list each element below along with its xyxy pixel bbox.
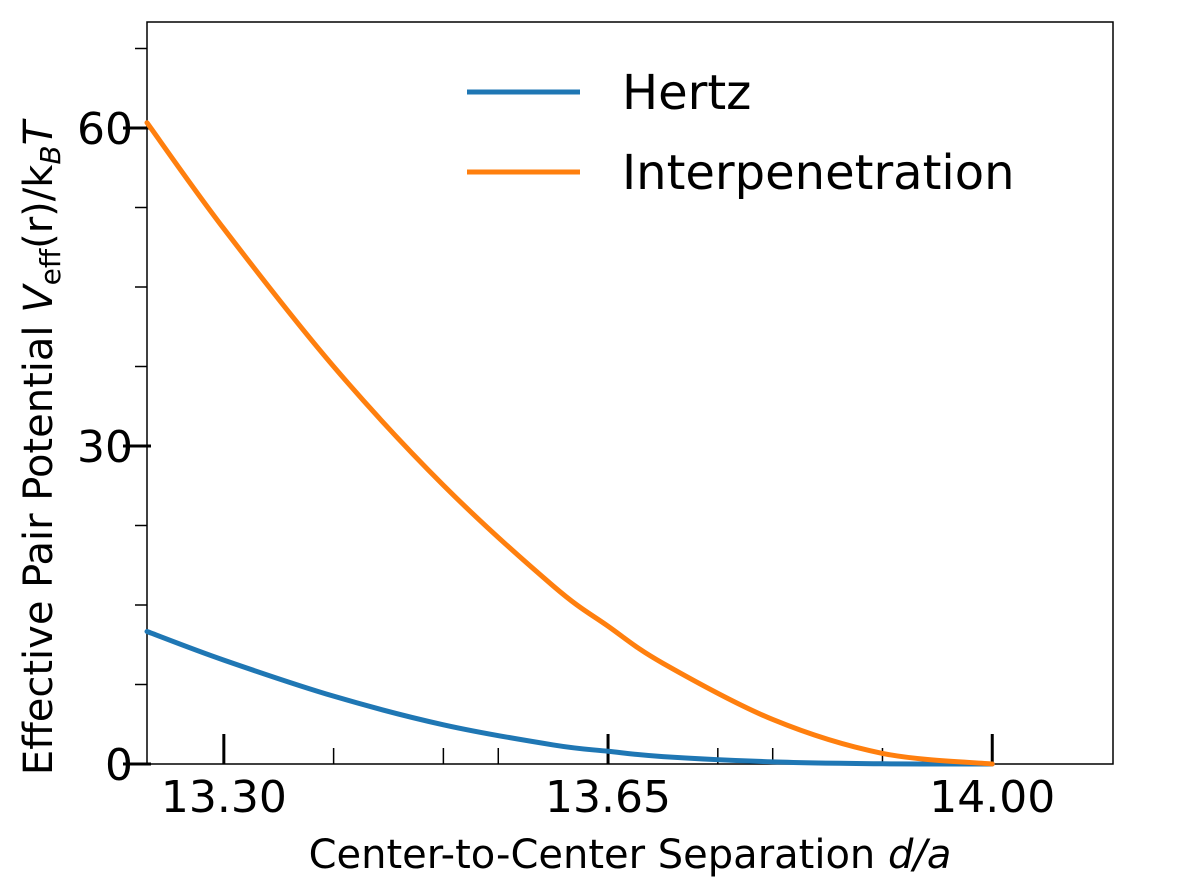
axis-ticks: 0 30 60 13.30 13.65 14.00 — [77, 47, 1055, 823]
series-line-interpenetration — [144, 120, 995, 767]
plot-frame — [146, 21, 1114, 765]
x-axis-variable: d/a — [888, 832, 951, 878]
x-tick-label: 13.65 — [545, 772, 671, 823]
x-tick-label: 14.00 — [929, 772, 1055, 823]
y-tick-label: 30 — [77, 422, 133, 473]
y-axis-label: Effective Pair Potential Veff(r)/kBT — [16, 117, 67, 775]
series-line-hertz — [144, 629, 995, 767]
series-lines — [144, 120, 995, 767]
legend-label-hertz: Hertz — [622, 65, 751, 121]
y-tick-label: 60 — [77, 104, 133, 155]
plot-border — [146, 21, 1114, 765]
x-tick-label: 13.30 — [161, 772, 287, 823]
legend: Hertz Interpenetration — [467, 65, 1015, 201]
legend-label-interpenetration: Interpenetration — [622, 145, 1015, 201]
y-tick-label: 0 — [105, 740, 133, 791]
x-axis-label: Center-to-Center Separation d/a — [309, 832, 952, 878]
